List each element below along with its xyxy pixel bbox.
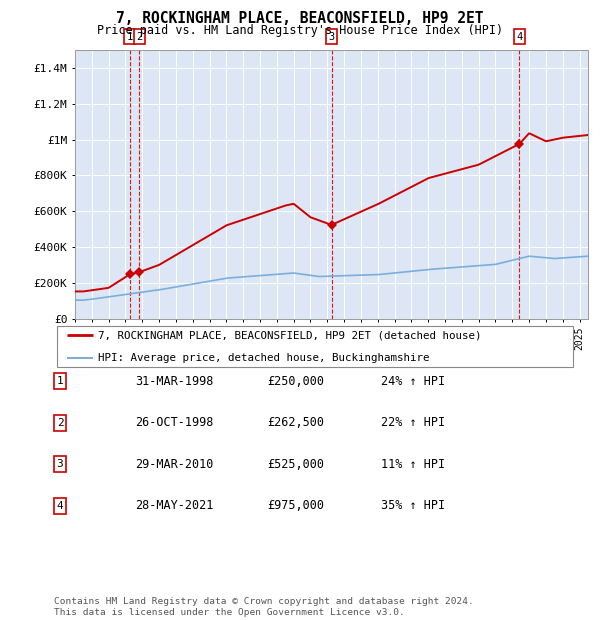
- Text: HPI: Average price, detached house, Buckinghamshire: HPI: Average price, detached house, Buck…: [98, 353, 430, 363]
- Text: 2: 2: [56, 418, 64, 428]
- Text: 7, ROCKINGHAM PLACE, BEACONSFIELD, HP9 2ET (detached house): 7, ROCKINGHAM PLACE, BEACONSFIELD, HP9 2…: [98, 330, 482, 340]
- Text: 35% ↑ HPI: 35% ↑ HPI: [381, 500, 445, 512]
- Text: 7, ROCKINGHAM PLACE, BEACONSFIELD, HP9 2ET: 7, ROCKINGHAM PLACE, BEACONSFIELD, HP9 2…: [116, 11, 484, 26]
- Text: 29-MAR-2010: 29-MAR-2010: [135, 458, 214, 471]
- Text: 2: 2: [136, 32, 143, 42]
- Text: 1: 1: [127, 32, 133, 42]
- Text: £250,000: £250,000: [267, 375, 324, 388]
- FancyBboxPatch shape: [56, 326, 574, 367]
- Text: 1: 1: [56, 376, 64, 386]
- Text: 11% ↑ HPI: 11% ↑ HPI: [381, 458, 445, 471]
- Text: 31-MAR-1998: 31-MAR-1998: [135, 375, 214, 388]
- Text: 4: 4: [516, 32, 523, 42]
- Text: 4: 4: [56, 501, 64, 511]
- Text: Contains HM Land Registry data © Crown copyright and database right 2024.
This d: Contains HM Land Registry data © Crown c…: [54, 598, 474, 617]
- Text: £262,500: £262,500: [267, 417, 324, 429]
- Text: £525,000: £525,000: [267, 458, 324, 471]
- Text: 28-MAY-2021: 28-MAY-2021: [135, 500, 214, 512]
- Text: £975,000: £975,000: [267, 500, 324, 512]
- Text: 3: 3: [56, 459, 64, 469]
- Text: 22% ↑ HPI: 22% ↑ HPI: [381, 417, 445, 429]
- Text: 24% ↑ HPI: 24% ↑ HPI: [381, 375, 445, 388]
- Text: Price paid vs. HM Land Registry's House Price Index (HPI): Price paid vs. HM Land Registry's House …: [97, 24, 503, 37]
- Text: 3: 3: [328, 32, 335, 42]
- Text: 26-OCT-1998: 26-OCT-1998: [135, 417, 214, 429]
